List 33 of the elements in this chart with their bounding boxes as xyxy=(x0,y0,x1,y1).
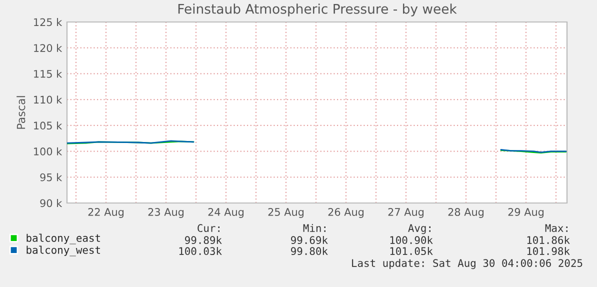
x-tick-label: 22 Aug xyxy=(88,208,124,218)
x-tick-label: 24 Aug xyxy=(208,208,244,218)
y-tick-label: 105 k xyxy=(34,121,62,130)
legend-label: balcony_west xyxy=(26,246,100,256)
text: 101.86k xyxy=(527,236,570,244)
text: 100.90k xyxy=(390,236,433,244)
x-tick-label: 26 Aug xyxy=(328,208,364,218)
x-tick-label: 23 Aug xyxy=(148,208,184,218)
y-tick-label: 110 k xyxy=(34,96,62,104)
text: 99.69k xyxy=(291,236,328,244)
y-tick-label: 120 k xyxy=(34,44,62,52)
y-tick-label: 100 k xyxy=(34,147,62,156)
x-tick-label: 25 Aug xyxy=(268,208,304,218)
text: Cur: xyxy=(198,224,220,232)
text: 101.05k xyxy=(390,246,433,256)
text: Avg: xyxy=(408,224,430,234)
x-tick-label: 29 Aug xyxy=(508,208,544,218)
legend-label: balcony_east xyxy=(26,234,100,244)
y-tick-label: 125 k xyxy=(34,18,62,26)
text: 100.03k xyxy=(179,246,222,256)
y-tick-label: 90 k xyxy=(40,199,62,208)
y-tick-label: 115 k xyxy=(34,70,62,78)
y-tick-label: 95 k xyxy=(40,173,62,182)
text: 101.98k xyxy=(527,246,570,256)
text: Min: xyxy=(303,224,326,232)
text: 99.89k xyxy=(185,236,222,244)
x-tick-label: 28 Aug xyxy=(448,208,484,218)
chart-title: Feinstaub Atmospheric Pressure - by week xyxy=(178,4,457,16)
y-axis-title: Pascal xyxy=(16,96,26,129)
text: Max: xyxy=(545,224,568,232)
x-tick-label: 27 Aug xyxy=(388,208,424,218)
text: 99.80k xyxy=(291,246,328,256)
text: Last update: Sat Aug 30 04:00:06 2025 xyxy=(352,258,582,270)
